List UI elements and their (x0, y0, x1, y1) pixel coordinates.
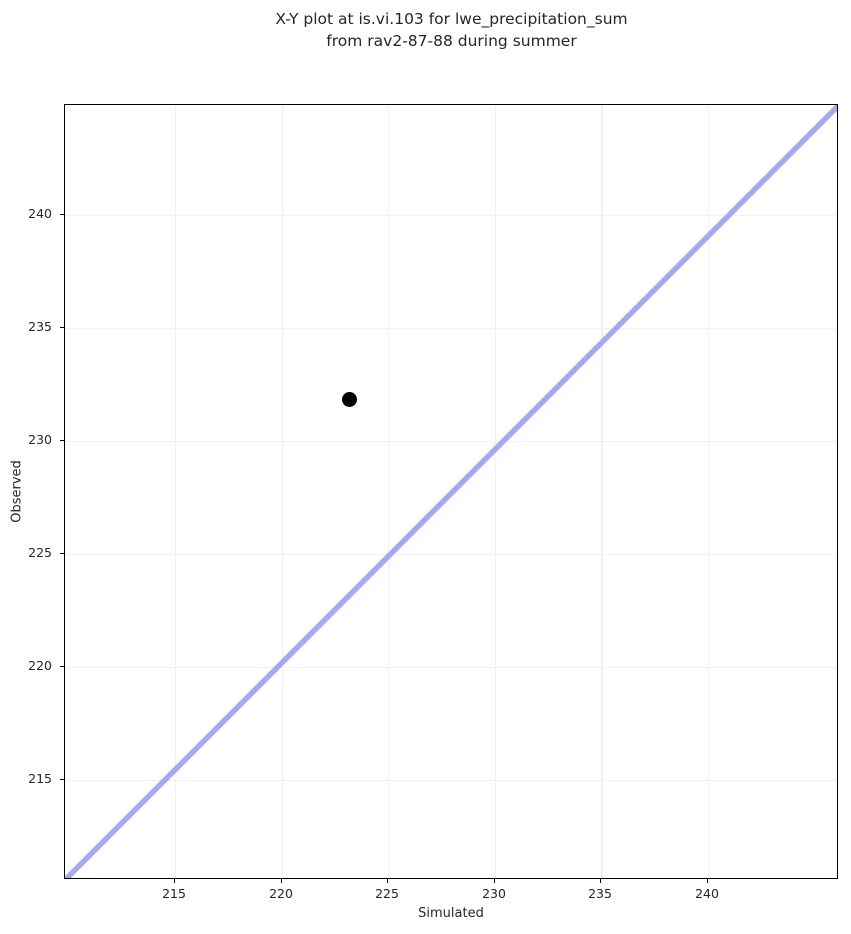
gridline-x-235 (601, 105, 603, 878)
page-title: X-Y plot at is.vi.103 for lwe_precipitat… (275, 10, 628, 50)
ytick-label-235: 235 (28, 319, 52, 334)
ytick-mark-215 (60, 779, 64, 780)
gridline-y-230 (65, 441, 837, 443)
ytick-mark-220 (60, 666, 64, 667)
ytick-label-230: 230 (28, 432, 52, 447)
xtick-mark-225 (387, 879, 388, 883)
xtick-label-240: 240 (695, 886, 719, 901)
ytick-label-215: 215 (28, 771, 52, 786)
gridline-y-225 (65, 554, 837, 556)
gridline-x-215 (175, 105, 177, 878)
gridline-y-235 (65, 328, 837, 330)
y-axis-title: Observed (9, 460, 25, 523)
xtick-label-215: 215 (162, 886, 186, 901)
xtick-mark-235 (600, 879, 601, 883)
gridline-y-240 (65, 215, 837, 217)
x-axis-title: Simulated (418, 906, 484, 921)
one-to-one-reference-line (65, 105, 837, 878)
xtick-label-225: 225 (375, 886, 399, 901)
gridline-y-215 (65, 780, 837, 782)
ytick-mark-225 (60, 553, 64, 554)
ytick-mark-235 (60, 327, 64, 328)
xtick-label-235: 235 (588, 886, 612, 901)
gridline-x-230 (494, 105, 496, 878)
ytick-label-240: 240 (28, 206, 52, 221)
xtick-label-230: 230 (482, 886, 506, 901)
xtick-mark-240 (707, 879, 708, 883)
xtick-mark-220 (281, 879, 282, 883)
ytick-mark-240 (60, 214, 64, 215)
scatter-point[interactable] (341, 391, 357, 407)
gridline-x-240 (708, 105, 710, 878)
ytick-mark-230 (60, 440, 64, 441)
gridline-y-220 (65, 667, 837, 669)
gridline-x-220 (281, 105, 283, 878)
ytick-label-225: 225 (28, 545, 52, 560)
plot-axes-area (64, 104, 838, 879)
xtick-mark-230 (494, 879, 495, 883)
gridline-x-225 (388, 105, 390, 878)
xtick-label-220: 220 (269, 886, 293, 901)
ytick-label-220: 220 (28, 658, 52, 673)
xtick-mark-215 (174, 879, 175, 883)
